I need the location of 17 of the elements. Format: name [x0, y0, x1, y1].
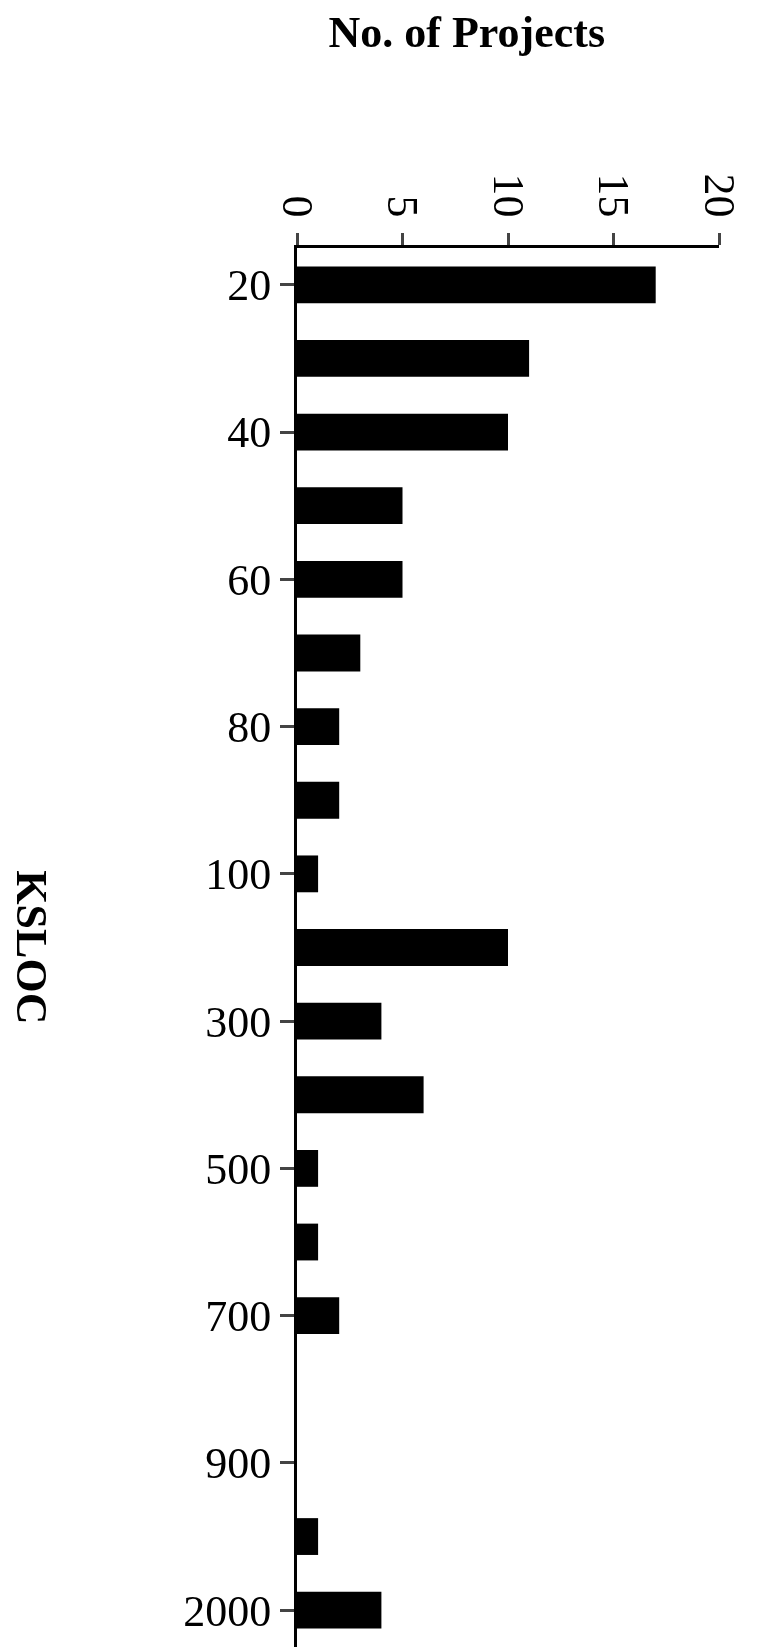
y-tick-label: 60 — [227, 555, 272, 605]
x-tick-label: 10 — [483, 173, 533, 218]
y-tick-label: 300 — [205, 997, 272, 1047]
x-tick-label: 20 — [694, 173, 744, 218]
y-axis-title: KSLOC — [6, 870, 56, 1025]
y-tick-label: 900 — [205, 1439, 272, 1489]
y-tick-label: 80 — [227, 703, 272, 753]
y-tick-label: 700 — [205, 1292, 272, 1342]
x-tick-label: 0 — [272, 195, 322, 218]
y-tick-label: 2000 — [183, 1586, 272, 1636]
y-tick-label: 100 — [205, 850, 272, 900]
y-tick-label: 20 — [227, 261, 272, 311]
x-tick-label: 15 — [589, 173, 639, 218]
y-tick-label: 500 — [205, 1144, 272, 1194]
x-tick-label: 5 — [378, 195, 428, 218]
y-tick-label: 40 — [227, 408, 272, 458]
chart-title: No. of Projects — [328, 8, 606, 58]
